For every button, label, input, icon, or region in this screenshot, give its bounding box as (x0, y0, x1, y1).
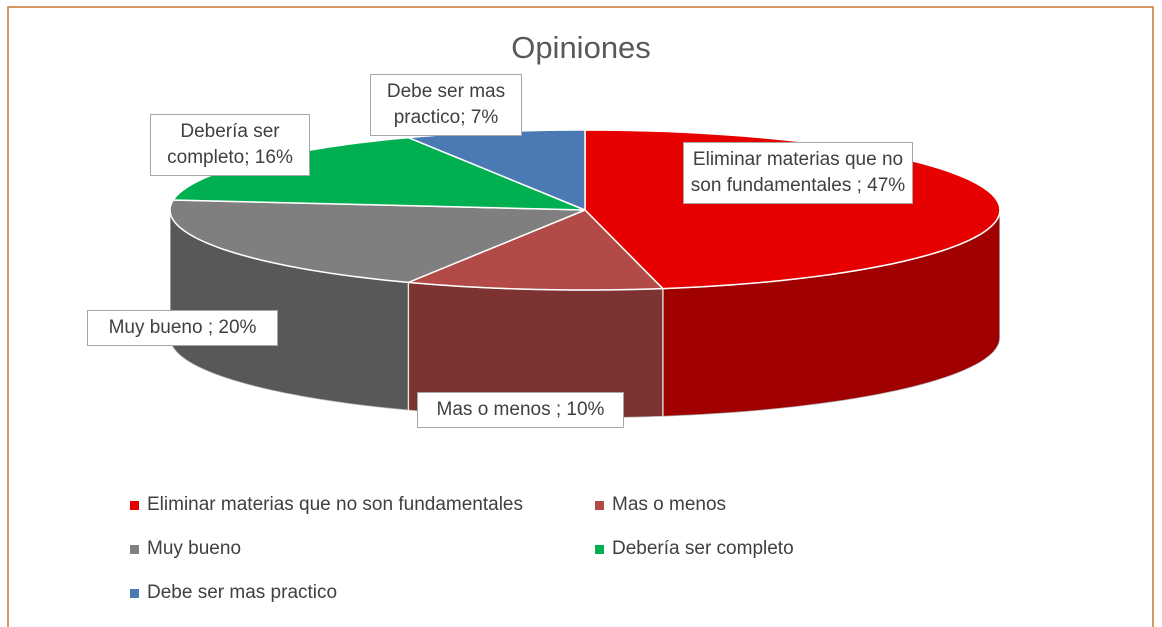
pie-slice (169, 199, 586, 284)
data-label: Eliminar materias que no son fundamental… (683, 142, 913, 204)
legend-swatch (595, 544, 604, 554)
pie-side-shade (662, 210, 1000, 417)
legend-label: Debe ser mas practico (147, 582, 338, 603)
legend-item: Mas o menos (595, 492, 726, 518)
data-label: Debería ser completo; 16% (150, 114, 310, 176)
legend-swatch (130, 544, 139, 554)
legend-item: Eliminar materias que no son fundamental… (130, 492, 523, 518)
frame (7, 6, 1154, 627)
legend-item: Debería ser completo (595, 536, 794, 562)
pie-side-shade (170, 210, 409, 411)
data-label: Muy bueno ; 20% (87, 310, 278, 346)
legend-item: Muy bueno (130, 536, 241, 562)
legend-swatch (595, 500, 604, 510)
data-label: Mas o menos ; 10% (417, 392, 624, 428)
legend-label: Eliminar materias que no son fundamental… (147, 494, 523, 515)
pie-slice (408, 209, 665, 291)
chart-title: Opiniones (511, 30, 651, 65)
legend-label: Mas o menos (612, 494, 727, 515)
pie-side-shade (408, 282, 663, 418)
legend-label: Debería ser completo (612, 538, 794, 559)
legend-swatch (130, 500, 139, 510)
legend-label: Muy bueno (147, 538, 242, 559)
legend-swatch (130, 588, 139, 598)
legend-item: Debe ser mas practico (130, 580, 337, 606)
data-label: Debe ser mas practico; 7% (370, 74, 522, 136)
